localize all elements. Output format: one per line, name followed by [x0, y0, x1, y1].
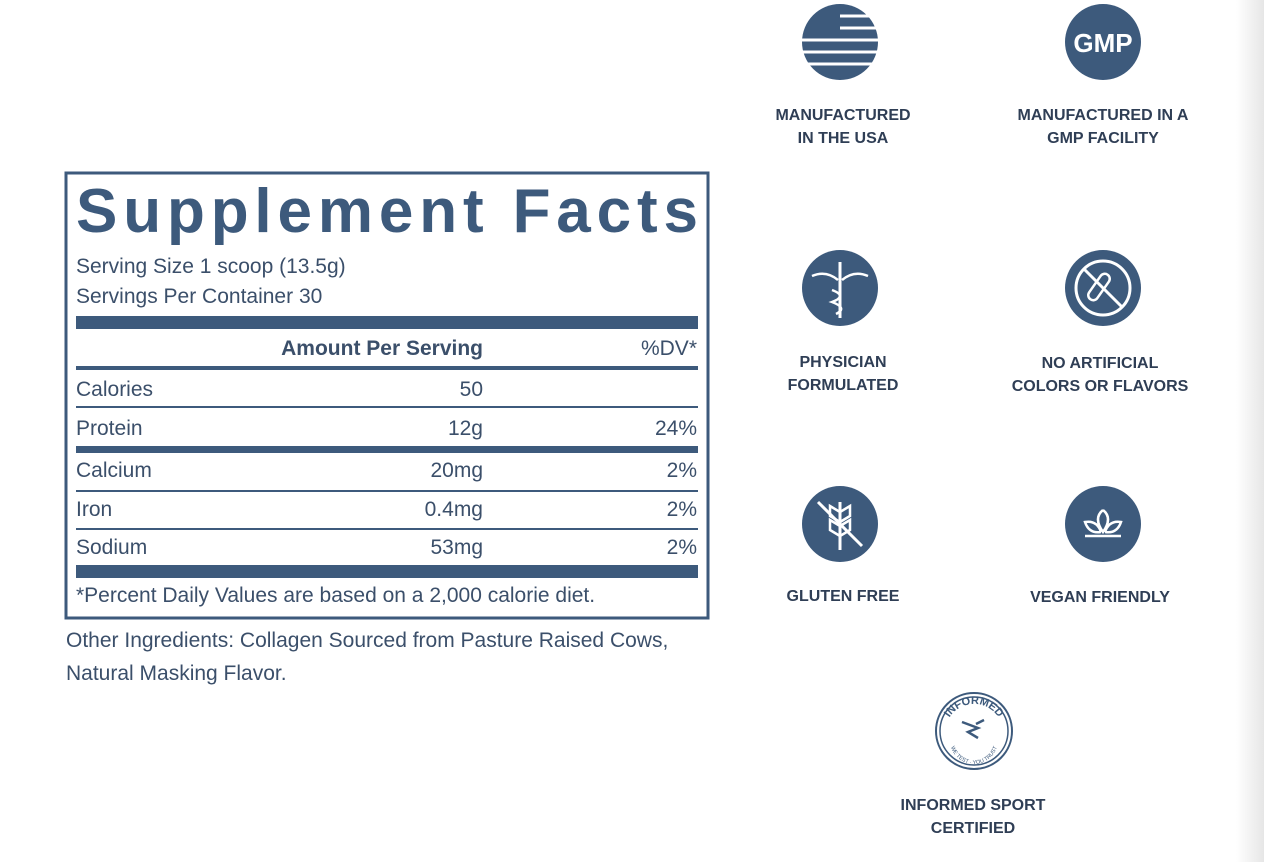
facts-title: Supplement Facts	[76, 177, 698, 246]
row-amount: 53mg	[430, 536, 483, 559]
badge-label-line: VEGAN FRIENDLY	[1030, 589, 1170, 606]
badge-label: VEGAN FRIENDLY	[1030, 589, 1170, 606]
badge-label-line: FORMULATED	[788, 377, 899, 394]
badge-label-line: IN THE USA	[798, 130, 889, 147]
amount-header: Amount Per Serving	[281, 337, 483, 360]
ingredients-line: Other Ingredients: Collagen Sourced from…	[66, 629, 668, 652]
row-rule	[76, 406, 698, 408]
usa-icon	[802, 4, 878, 80]
badge-label: MANUFACTURED IN THE USA	[775, 107, 910, 147]
badge-label-line: GLUTEN FREE	[787, 588, 900, 605]
badge-label: GLUTEN FREE	[787, 588, 900, 605]
ingredients-line: Natural Masking Flavor.	[66, 662, 287, 685]
gmp-text: GMP	[1073, 28, 1132, 58]
no-artificial-icon	[1065, 250, 1141, 326]
row-rule	[76, 490, 698, 492]
badge-label: INFORMED SPORT CERTIFIED	[901, 797, 1046, 837]
serving-size: Serving Size 1 scoop (13.5g)	[76, 255, 346, 278]
gmp-icon: GMP	[1065, 4, 1141, 80]
badge-label-line: COLORS OR FLAVORS	[1012, 378, 1189, 395]
row-dv: 2%	[667, 498, 697, 521]
facts-box	[64, 171, 710, 620]
thick-rule	[76, 316, 698, 329]
row-name: Sodium	[76, 536, 147, 559]
row-name: Protein	[76, 417, 143, 440]
badge-label: NO ARTIFICIAL COLORS OR FLAVORS	[1012, 355, 1189, 395]
thick-rule	[76, 565, 698, 578]
badge-label-line: MANUFACTURED IN A	[1018, 107, 1189, 124]
row-dv: 24%	[655, 417, 697, 440]
rule	[76, 366, 698, 370]
row-rule	[76, 446, 698, 453]
vegan-icon	[1065, 486, 1141, 562]
badge-label-line: PHYSICIAN	[799, 354, 886, 371]
servings-per-container: Servings Per Container 30	[76, 285, 322, 308]
physician-icon	[802, 250, 878, 326]
badge-label-line: MANUFACTURED	[775, 107, 910, 124]
row-amount: 20mg	[430, 459, 483, 482]
badge-label: PHYSICIAN FORMULATED	[788, 354, 899, 394]
row-name: Calories	[76, 378, 153, 401]
badge-label-line: NO ARTIFICIAL	[1042, 355, 1159, 372]
badge-label-line: CERTIFIED	[931, 820, 1015, 837]
row-name: Calcium	[76, 459, 152, 482]
edge-shadow	[1236, 0, 1264, 862]
informed-icon: INFORMED WE TEST · YOU TRUST	[935, 692, 1013, 770]
row-dv: 2%	[667, 459, 697, 482]
row-name: Iron	[76, 498, 112, 521]
row-amount: 50	[460, 378, 483, 401]
gluten-free-icon	[802, 486, 878, 562]
badge-label: MANUFACTURED IN A GMP FACILITY	[1018, 107, 1189, 147]
row-amount: 0.4mg	[425, 498, 483, 521]
row-dv: 2%	[667, 536, 697, 559]
badge-label-line: GMP FACILITY	[1047, 130, 1159, 147]
row-rule	[76, 528, 698, 530]
row-amount: 12g	[448, 417, 483, 440]
dv-header: %DV*	[641, 337, 697, 360]
badge-label-line: INFORMED SPORT	[901, 797, 1046, 814]
footnote: *Percent Daily Values are based on a 2,0…	[76, 584, 595, 607]
